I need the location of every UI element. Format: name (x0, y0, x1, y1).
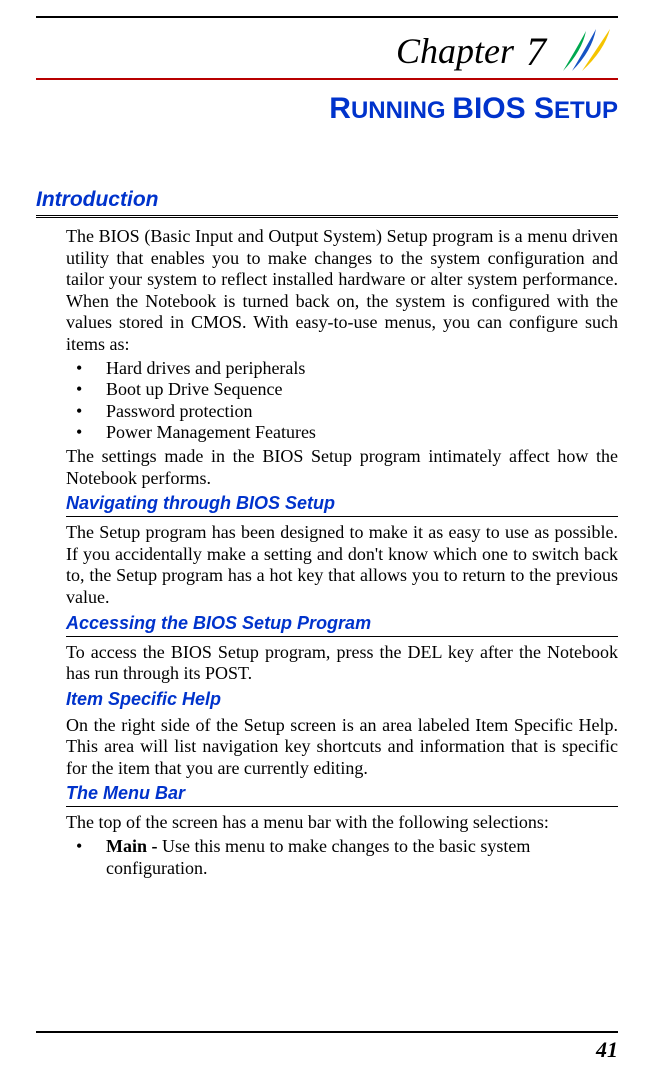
intro-bullets: Hard drives and peripherals Boot up Driv… (66, 358, 618, 444)
heading-introduction: Introduction (36, 188, 618, 218)
navigating-para: The Setup program has been designed to m… (66, 522, 618, 608)
intro-para2: The settings made in the BIOS Setup prog… (66, 446, 618, 489)
red-rule (36, 78, 618, 80)
menubar-para: The top of the screen has a menu bar wit… (66, 812, 618, 834)
menubar-bullets: Main - Use this menu to make changes to … (66, 836, 618, 879)
heading-accessing: Accessing the BIOS Setup Program (66, 613, 618, 637)
title-w3-cap: S (534, 92, 554, 125)
heading-item-specific-help: Item Specific Help (66, 689, 618, 710)
itemhelp-para: On the right side of the Setup screen is… (66, 715, 618, 780)
title-w1-rest: UNNING (351, 97, 452, 124)
logo-swoosh-icon (558, 26, 618, 76)
chapter-number: 7 (526, 28, 546, 75)
menubar-item: Main - Use this menu to make changes to … (66, 836, 618, 879)
intro-bullet: Hard drives and peripherals (66, 358, 618, 380)
title-w2-cap: BIOS (452, 92, 534, 125)
intro-bullet: Boot up Drive Sequence (66, 379, 618, 401)
intro-block: The BIOS (Basic Input and Output System)… (36, 226, 618, 879)
title-w3-rest: ETUP (554, 97, 618, 124)
title-w1-cap: R (329, 92, 351, 125)
page-title: RUNNING BIOS SETUP (36, 92, 618, 126)
chapter-header: Chapter 7 (36, 26, 618, 76)
menubar-item-desc: Use this menu to make changes to the bas… (106, 836, 530, 878)
heading-navigating: Navigating through BIOS Setup (66, 493, 618, 517)
chapter-word: Chapter (396, 30, 514, 72)
intro-bullet: Power Management Features (66, 422, 618, 444)
intro-para1: The BIOS (Basic Input and Output System)… (66, 226, 618, 356)
page-number: 41 (596, 1037, 618, 1063)
bottom-rule (36, 1031, 618, 1033)
heading-menu-bar: The Menu Bar (66, 783, 618, 807)
menubar-item-label: Main - (106, 836, 162, 856)
top-rule (36, 16, 618, 18)
accessing-para: To access the BIOS Setup program, press … (66, 642, 618, 685)
intro-bullet: Password protection (66, 401, 618, 423)
